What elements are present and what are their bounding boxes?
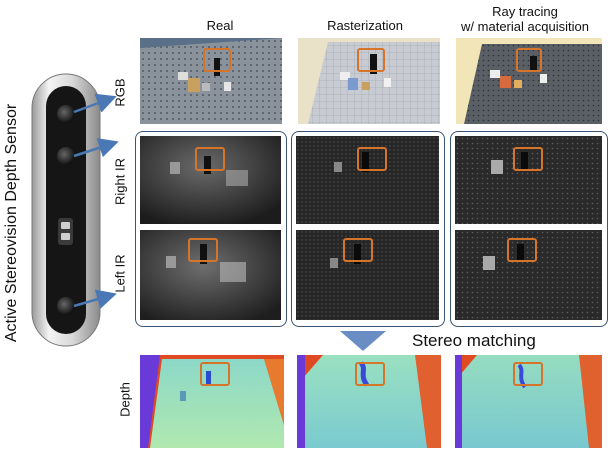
roi-box-right-ir-raytracing — [513, 147, 543, 171]
row-label-right-ir: Right IR — [112, 158, 128, 205]
column-header-raytracing-line1: Ray tracing — [492, 4, 558, 19]
column-header-raytracing-line2: w/ material acquisition — [461, 19, 589, 34]
right-ir-raytracing-image — [455, 136, 602, 224]
roi-box-rgb-rasterization — [357, 48, 385, 72]
roi-box-left-ir-rasterization — [343, 238, 373, 262]
right-ir-real-image — [140, 136, 281, 224]
column-header-raytracing: Ray tracing w/ material acquisition — [440, 4, 610, 34]
column-header-real: Real — [206, 18, 234, 33]
left-ir-real-image — [140, 230, 281, 320]
row-label-depth: Depth — [117, 382, 133, 417]
roi-box-rgb-real — [203, 48, 231, 72]
roi-box-rgb-raytracing — [516, 48, 542, 72]
ir-group-raytracing — [450, 131, 608, 327]
row-label-rgb: RGB — [112, 78, 128, 107]
ir-group-rasterization — [291, 131, 445, 327]
stereo-matching-arrow — [340, 331, 386, 351]
right-ir-rasterization-image — [296, 136, 439, 224]
roi-box-depth-rasterization — [355, 362, 385, 386]
roi-box-depth-raytracing — [513, 362, 543, 386]
roi-box-right-ir-rasterization — [357, 147, 387, 171]
row-label-left-ir: Left IR — [112, 254, 128, 293]
depth-raytracing-image — [455, 355, 602, 448]
rgb-raytracing-image — [456, 38, 602, 124]
roi-box-right-ir-real — [195, 147, 225, 171]
ir-group-real — [135, 131, 287, 327]
roi-box-left-ir-raytracing — [507, 238, 537, 262]
roi-box-depth-real — [200, 362, 230, 386]
roi-box-left-ir-real — [188, 238, 218, 262]
left-ir-rasterization-image — [296, 230, 439, 320]
left-ir-raytracing-image — [455, 230, 602, 320]
rgb-rasterization-image — [298, 38, 440, 124]
rgb-real-image — [140, 38, 282, 124]
depth-rasterization-image — [297, 355, 441, 448]
stereo-matching-label: Stereo matching — [412, 331, 536, 350]
depth-real-image — [140, 355, 284, 448]
column-header-rasterization: Rasterization — [327, 18, 403, 33]
depth-sensor-device — [31, 73, 101, 347]
